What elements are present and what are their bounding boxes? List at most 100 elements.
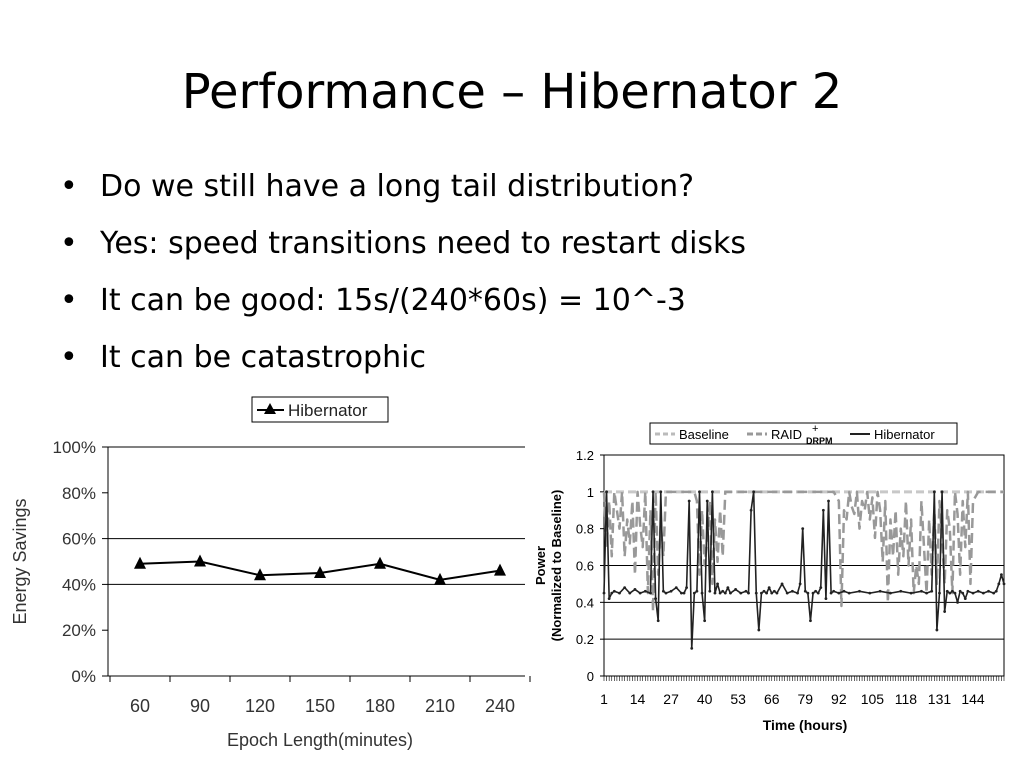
data-point (796, 591, 799, 595)
data-point (816, 591, 820, 595)
data-point (687, 499, 691, 503)
x-tick-label: 92 (831, 691, 847, 707)
y-axis-title: Energy Savings (10, 498, 30, 624)
data-point (842, 589, 846, 593)
x-tick-label: 120 (245, 696, 275, 716)
y-tick-label: 1 (587, 485, 594, 500)
data-point (948, 591, 952, 595)
x-tick-label: 14 (630, 691, 646, 707)
data-point (956, 600, 959, 604)
x-tick-label: 90 (190, 696, 210, 716)
y-tick-label: 0 (587, 669, 594, 684)
data-point (858, 589, 861, 593)
data-point (654, 597, 658, 601)
x-tick-label: 240 (485, 696, 515, 716)
data-point (940, 490, 944, 494)
x-tick-label: 118 (895, 691, 918, 707)
data-point (605, 490, 608, 494)
data-point (943, 610, 947, 613)
data-point (682, 591, 686, 595)
y-axis-title-line2: (Normalized to Baseline) (549, 490, 564, 642)
data-point (690, 646, 694, 650)
data-point (909, 591, 913, 595)
data-point (760, 591, 763, 595)
data-point (809, 619, 812, 623)
data-point (494, 563, 506, 576)
data-point (612, 589, 616, 593)
y-tick-label: 0.6 (576, 559, 594, 574)
data-point (602, 591, 606, 595)
data-point (994, 589, 998, 593)
bullet-text: It can be good: 15s/(240*60s) = 10^-3 (100, 283, 686, 318)
x-tick-label: 210 (425, 696, 455, 716)
x-tick-label: 40 (697, 691, 713, 707)
data-point (669, 589, 673, 593)
data-point (827, 499, 830, 503)
data-point (618, 591, 621, 595)
data-point (992, 591, 996, 595)
data-point (811, 591, 815, 595)
data-point (649, 591, 652, 595)
series-line-raid-drpm (602, 490, 1004, 613)
data-point (729, 591, 732, 595)
data-point (314, 565, 326, 578)
data-point (623, 586, 627, 589)
data-point (698, 490, 701, 494)
data-point (721, 589, 725, 593)
data-point (638, 591, 642, 595)
bullet-dot: • (60, 283, 78, 318)
data-point (775, 591, 779, 595)
data-point (734, 588, 738, 591)
data-point (935, 628, 939, 632)
y-tick-label: 60% (62, 530, 96, 549)
x-tick-label: 131 (928, 691, 952, 707)
x-tick-label: 60 (130, 696, 150, 716)
legend-subscript: DRPM (806, 436, 833, 446)
data-point (976, 589, 980, 593)
slide-title: Performance – Hibernator 2 (181, 64, 843, 120)
y-tick-label: 0% (71, 667, 96, 686)
data-point (664, 591, 668, 595)
data-point (643, 589, 647, 593)
x-tick-label: 79 (798, 691, 814, 707)
data-point (739, 591, 743, 595)
data-point (868, 591, 872, 595)
data-point (925, 591, 928, 595)
data-point (801, 527, 805, 531)
data-point (610, 591, 614, 595)
x-tick-label: 144 (961, 691, 985, 707)
data-point (806, 591, 810, 595)
data-point (700, 591, 704, 595)
data-point (607, 597, 611, 601)
x-axis-title: Time (hours) (763, 717, 848, 733)
data-point (803, 589, 807, 593)
x-tick-label: 1 (600, 691, 608, 707)
data-point (718, 591, 722, 595)
data-point (772, 589, 776, 593)
data-point (814, 589, 818, 593)
data-point (723, 591, 727, 595)
legend-superscript: + (812, 423, 818, 435)
data-point (656, 619, 660, 623)
data-point (945, 589, 949, 593)
data-point (899, 589, 903, 593)
bullet-item: • It can be good: 15s/(240*60s) = 10^-3 (58, 272, 746, 329)
bullet-text: It can be catastrophic (100, 340, 426, 375)
y-tick-label: 0.8 (576, 522, 594, 537)
data-point (920, 589, 923, 593)
data-point (762, 589, 766, 593)
data-point (744, 589, 748, 593)
data-point (889, 591, 892, 595)
data-point (829, 591, 833, 595)
data-point (695, 589, 699, 593)
data-point (374, 556, 386, 569)
y-tick-label: 0.4 (576, 595, 594, 610)
bullet-dot: • (60, 226, 78, 261)
data-point (726, 586, 730, 589)
data-point (703, 619, 707, 623)
x-tick-label: 150 (305, 696, 335, 716)
data-point (659, 490, 663, 494)
y-axis-title-line1: Power (533, 546, 548, 585)
